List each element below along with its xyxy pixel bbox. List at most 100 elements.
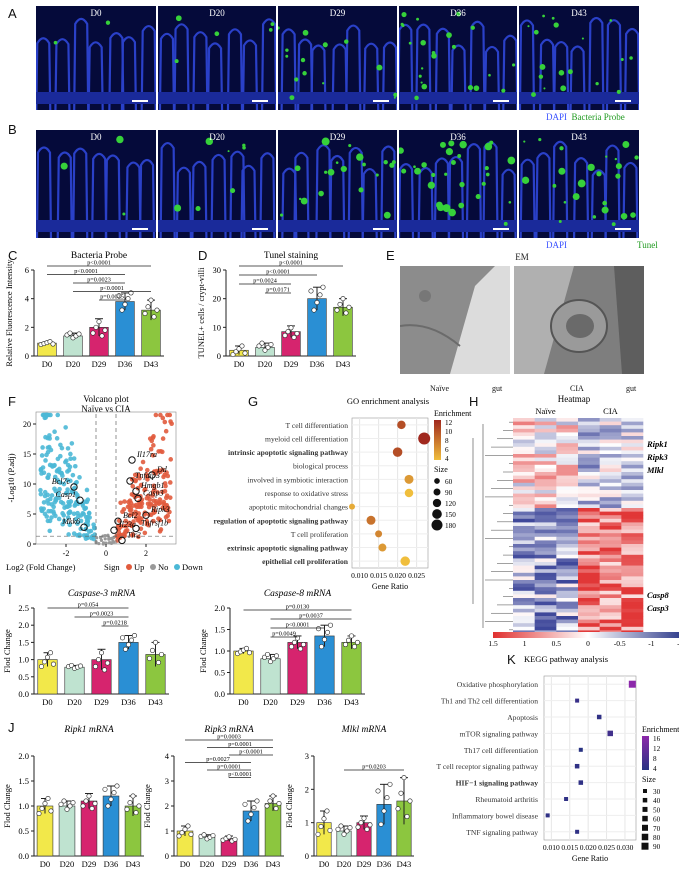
data-point (314, 299, 320, 305)
micrograph-tunel-d43: D43 (519, 130, 639, 238)
em-caption-gut-left: gut (492, 384, 503, 393)
dot (575, 829, 580, 834)
em-image-cia (514, 266, 644, 374)
size-swatch (433, 488, 441, 496)
heatmap-cell (621, 457, 644, 462)
legend-title: Sign (104, 562, 120, 572)
heatmap-cell (513, 418, 535, 422)
chart-go-enrichment: GO enrichment analysis 0.010 0.015 0.020 0.0… (214, 396, 473, 591)
x-tick-label: D29 (82, 859, 97, 869)
heatmap-cell (578, 565, 600, 570)
bar-d0 (233, 650, 254, 695)
x-tick-label: 0.025 (598, 843, 615, 852)
gene-marker (134, 494, 142, 503)
point-up (125, 504, 131, 510)
heatmap-cell (599, 562, 622, 566)
data-point (407, 798, 413, 804)
point-down (83, 521, 89, 527)
y-tick-label: 0 (217, 351, 221, 361)
point-down (47, 433, 52, 438)
data-point (105, 660, 111, 666)
heatmap-cell (534, 608, 557, 613)
point-up (167, 480, 173, 485)
size-swatch (434, 478, 440, 484)
category-label: TNF signaling pathway (466, 828, 538, 837)
data-point (41, 659, 47, 665)
panel-label-j: J (8, 720, 15, 735)
heatmap-cell (513, 518, 535, 523)
x-tick-label: D36 (104, 859, 119, 869)
point-up (124, 523, 129, 529)
bar-d43 (264, 803, 282, 857)
heatmap-cell (578, 547, 600, 552)
heatmap-cell (556, 432, 579, 437)
heatmap-cell (556, 558, 579, 563)
heatmap-cell (513, 580, 535, 584)
heatmap-cell (578, 418, 600, 422)
point-down (43, 458, 48, 463)
dot (397, 420, 406, 430)
data-point (142, 310, 148, 316)
heatmap-cell (621, 450, 644, 455)
heatmap-cell (534, 518, 557, 523)
heatmap-cell (534, 583, 557, 588)
colorbar-label: 6 (445, 446, 449, 454)
heatmap-cell (599, 490, 622, 494)
point-no (107, 536, 111, 540)
point-up (151, 434, 156, 439)
data-point (378, 821, 384, 827)
micrograph-title: D43 (571, 8, 587, 18)
data-point (188, 831, 194, 837)
y-tick-label: 20 (23, 420, 31, 429)
p-value-label: p=0.0203 (362, 764, 386, 771)
point-up (123, 518, 129, 524)
bar-d20 (64, 666, 85, 695)
heatmap-cell (599, 454, 622, 458)
p-value-label: p<0.0001 (100, 285, 124, 292)
panel-label-h: H (469, 394, 479, 409)
point-down (44, 452, 49, 458)
heatmap-cell (556, 418, 579, 422)
category-label: Rheumatoid arthritis (475, 795, 538, 804)
data-point (96, 319, 102, 325)
heatmap-cell (534, 587, 557, 592)
data-point (64, 806, 70, 812)
heatmap-cell (556, 526, 579, 530)
heatmap-cell (556, 515, 579, 520)
heatmap-cell (534, 547, 557, 552)
data-point (45, 796, 51, 802)
point-down (78, 518, 84, 524)
heatmap-cell (534, 511, 557, 516)
bar-d29 (287, 642, 308, 695)
heatmap-cell (513, 540, 535, 545)
gene-label: Ripk3 (150, 505, 170, 514)
gene-label: Il17ra (136, 450, 157, 459)
heatmap-cell (621, 547, 644, 552)
heatmap-cell (513, 608, 535, 613)
heatmap-cell (513, 526, 535, 530)
point-up (133, 515, 139, 520)
x-tick-label: D20 (263, 697, 278, 707)
point-down (68, 478, 73, 484)
point-no (97, 541, 101, 546)
heatmap-cell (513, 479, 535, 484)
heatmap-cell (621, 493, 644, 498)
heatmap-cell (599, 522, 622, 527)
gene-marker (118, 536, 126, 545)
heatmap-cell (578, 569, 600, 574)
point-down (91, 525, 97, 530)
size-label: 60 (653, 816, 661, 824)
chart-ripk3-mrna: Ripk3 mRNA 0 1 2 3 4 Flod Change D0 D20 D29 D36 D43… (142, 725, 284, 869)
point-down (57, 480, 63, 485)
chart-title: Caspase-8 mRNA (264, 589, 331, 599)
colorbar-label: 8 (653, 755, 657, 763)
heatmap-cell (599, 482, 622, 487)
point-up (142, 486, 148, 492)
heatmap-cell (534, 439, 557, 444)
point-up (163, 514, 169, 520)
data-point (262, 347, 268, 353)
heatmap-cell (534, 616, 557, 620)
point-down (68, 456, 73, 462)
heatmap-cell (513, 544, 535, 548)
gene-label: Bcl2 (123, 511, 138, 520)
